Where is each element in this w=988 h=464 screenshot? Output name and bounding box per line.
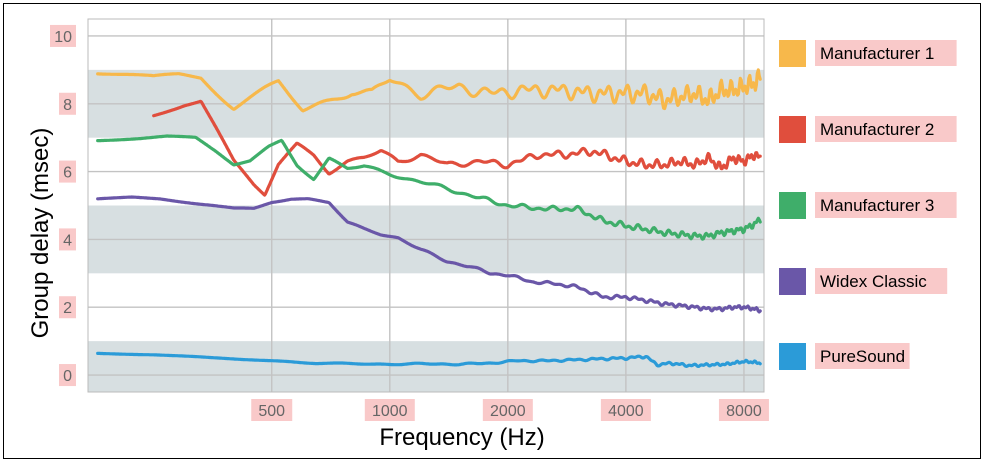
legend-swatch [779,192,806,219]
legend-label-highlight [815,40,957,66]
x-tick-label-highlight [718,399,769,421]
x-tick-label-highlight [364,399,415,421]
legend-swatch [779,343,806,370]
legend-swatch [779,116,806,143]
legend-swatch [779,268,806,295]
legend-label: Manufacturer 1 [820,44,934,63]
x-axis-title: Frequency (Hz) [379,424,544,451]
y-tick-label-highlight [59,92,76,115]
y-tick-label-highlight [59,228,76,251]
legend: Manufacturer 1 Manufacturer 2 Manufacturer… [779,40,957,370]
y-tick-label: 0 [63,368,72,385]
series-line-widex-classic [96,195,762,314]
legend-swatch [779,40,806,67]
y-tick-label-highlight [50,24,76,47]
y-axis-ticks: 0 2 4 6 8 10 [50,24,76,387]
y-tick-label-highlight [59,364,76,387]
x-tick-label: 4000 [608,403,644,420]
plot-panel-border [87,18,765,393]
x-tick-label: 2000 [490,403,526,420]
y-tick-label: 2 [63,300,72,317]
legend-label-highlight [815,268,948,294]
legend-label: Widex Classic [820,272,927,291]
series-lines [96,68,762,368]
background-band [88,341,764,392]
x-tick-label-highlight [251,399,293,421]
y-tick-label: 6 [63,165,72,182]
legend-label: Manufacturer 3 [820,196,934,215]
y-tick-label: 4 [63,232,72,249]
x-tick-label: 8000 [726,403,762,420]
y-axis-title: Group delay (msec) [27,128,54,339]
y-tick-label: 10 [54,29,72,46]
legend-label-highlight [815,192,957,218]
x-axis-ticks: 500 1000 2000 4000 8000 [251,399,769,421]
series-line-puresound [96,351,762,368]
y-tick-label-highlight [59,160,76,183]
series-line-manufacturer-1 [96,68,762,113]
y-tick-label-highlight [59,296,76,319]
series-line-manufacturer-3 [96,134,762,241]
legend-label-highlight [815,116,957,142]
x-tick-label-highlight [600,399,651,421]
x-tick-label-highlight [482,399,533,421]
y-tick-label: 8 [63,97,72,114]
legend-label-highlight [815,343,910,369]
x-tick-label: 500 [258,403,285,420]
x-tick-label: 1000 [372,403,408,420]
legend-label: Manufacturer 2 [820,120,934,139]
legend-label: PureSound [820,347,905,366]
series-line-manufacturer-2 [152,99,762,197]
figure-frame [3,3,981,459]
